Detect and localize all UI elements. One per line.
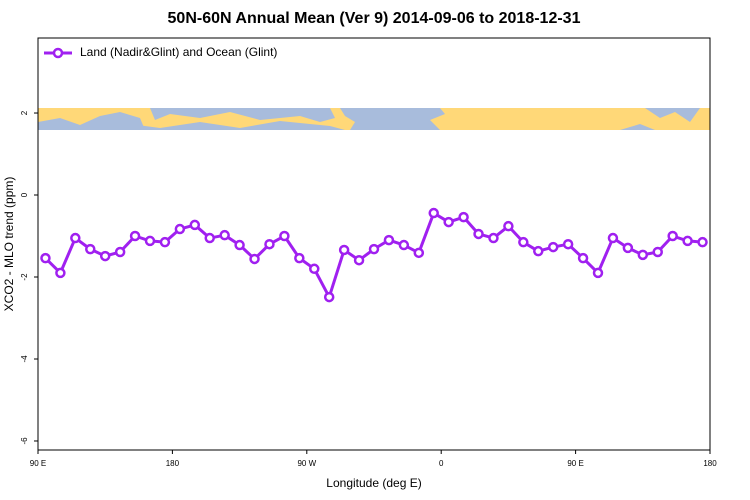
x-tick-label: 90 E [30,459,46,468]
legend-label: Land (Nadir&Glint) and Ocean (Glint) [80,45,277,59]
data-point [637,249,649,261]
y-tick-label: -6 [20,437,29,445]
y-tick-label: -4 [20,355,29,363]
data-point [398,239,410,251]
data-point [577,252,589,264]
x-tick-label: 180 [703,459,717,468]
data-point [413,247,425,259]
data-point [249,253,260,265]
data-point [129,230,141,242]
data-point [294,252,305,264]
y-axis-label: XCO2 - MLO trend (ppm) [2,177,16,312]
data-point [682,235,693,247]
data-point [159,236,171,248]
data-point [428,207,439,219]
data-point [279,230,290,242]
data-point [458,211,469,223]
x-tick-label: 0 [439,459,444,468]
data-point [607,232,619,244]
data-point [174,223,186,235]
data-point [592,267,604,279]
data-point [533,245,544,257]
data-point [114,246,126,258]
legend-marker [52,47,64,59]
y-tick-label: -2 [20,273,29,281]
data-point [368,243,380,255]
x-axis-label: Longitude (deg E) [326,476,421,490]
plot-frame [37,37,711,451]
data-point [652,246,663,258]
data-point [99,250,111,262]
data-point [264,238,275,250]
data-point [353,254,365,266]
data-point [234,239,245,251]
data-point [309,263,320,275]
data-point [622,242,634,254]
data-point [503,220,514,232]
y-tick-label: 2 [20,110,29,115]
data-point [562,238,574,250]
data-point [323,291,335,303]
data-point [189,219,201,231]
data-point [144,235,156,247]
data-point [85,243,96,255]
data-point [338,244,350,256]
data-point [204,232,215,244]
x-tick-label: 180 [166,459,180,468]
data-point [383,234,395,246]
data-point [55,267,66,279]
y-tick-label: 0 [20,192,29,197]
data-point [219,229,230,241]
data-point [667,230,678,242]
data-point [518,236,529,248]
data-point [547,241,559,253]
data-point [488,232,499,244]
x-tick-label: 90 W [297,459,316,468]
data-point [443,216,454,228]
chart-title: 50N-60N Annual Mean (Ver 9) 2014-09-06 t… [168,10,581,27]
data-point [70,232,81,244]
map-strip [38,108,710,130]
data-point [40,252,51,264]
series-line [44,211,703,299]
data-point [697,236,708,248]
x-tick-label: 90 E [567,459,583,468]
data-point [473,228,484,240]
